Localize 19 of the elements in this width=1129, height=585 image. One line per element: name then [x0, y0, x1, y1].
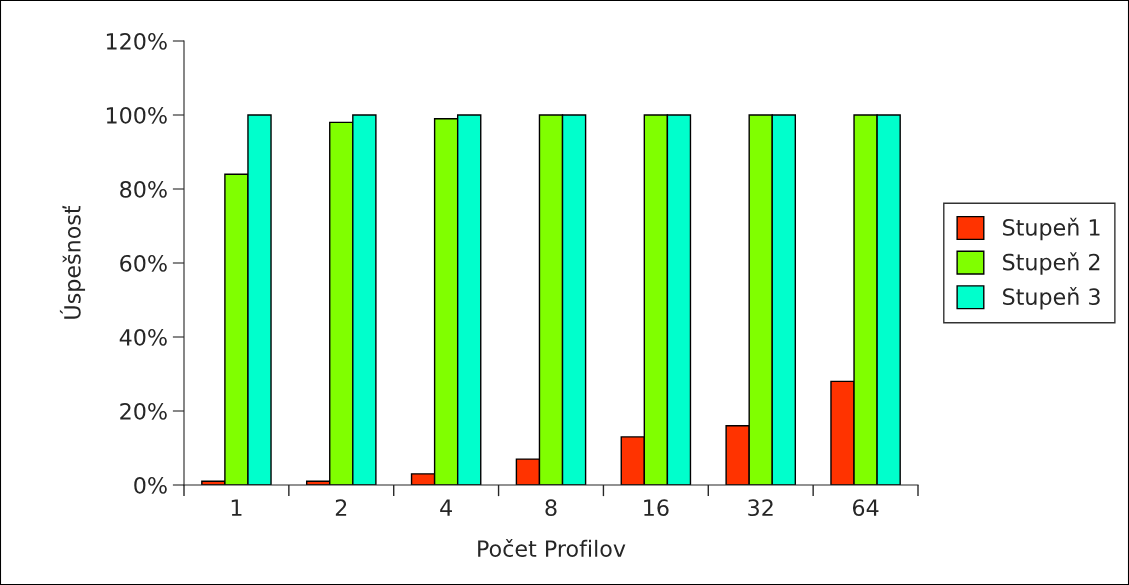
y-tick-label: 40% [119, 328, 167, 346]
x-tick-label: 2 [335, 499, 347, 516]
x-axis-title: Počet Profilov [478, 538, 626, 558]
y-tick-label: 60% [120, 254, 167, 272]
x-tick-label: 64 [852, 499, 879, 517]
y-tick-label: 20% [120, 402, 167, 420]
x-tick-label: 32 [748, 499, 773, 517]
legend-label: Stupeň 3 [1003, 286, 1100, 310]
y-tick-label: 120% [106, 32, 167, 50]
y-axis-title: Úspešnosť [59, 205, 86, 319]
x-tick-label: 16 [644, 499, 669, 517]
x-tick-label: 4 [440, 499, 452, 516]
y-tick-label: 0% [134, 476, 167, 494]
legend-label: Stupeň 2 [1003, 252, 1100, 275]
y-tick-label: 80% [120, 180, 167, 198]
y-tick-label: 100% [106, 106, 167, 124]
legend-label: Stupeň 1 [1003, 217, 1100, 241]
x-tick-label: 1 [231, 499, 242, 516]
x-tick-label: 8 [545, 499, 557, 517]
